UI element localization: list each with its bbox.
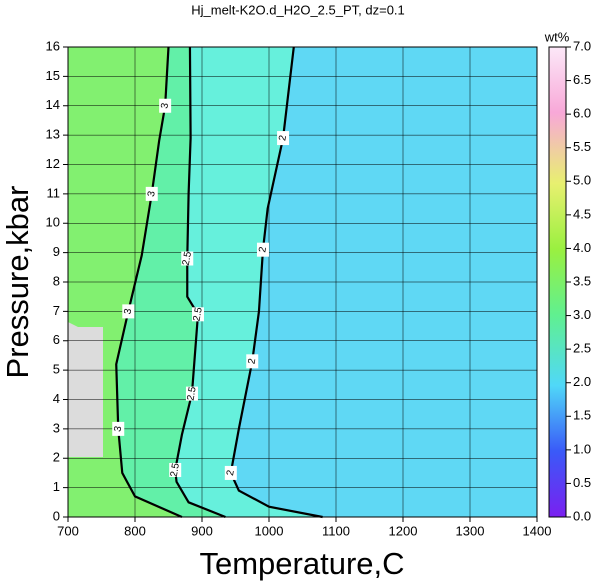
x-axis-label: Temperature,C: [199, 546, 404, 581]
contour-label: 2: [246, 357, 258, 365]
colorbar-tick-label: 4.0: [573, 240, 591, 255]
contour-label: 2: [277, 134, 289, 142]
colorbar-tick-label: 1.5: [573, 408, 591, 423]
colorbar-tick-label: 2.0: [573, 374, 591, 389]
contour-label: 2: [225, 469, 237, 477]
contour-label: 3: [146, 190, 158, 198]
x-tick-label: 1300: [456, 523, 485, 538]
y-tick-label: 4: [53, 391, 60, 406]
x-tick-label: 1000: [255, 523, 284, 538]
y-tick-label: 16: [46, 38, 60, 53]
y-tick-label: 9: [53, 244, 60, 259]
colorbar-tick-label: 0.0: [573, 508, 591, 523]
x-tick-label: 1200: [389, 523, 418, 538]
y-tick-label: 6: [53, 332, 60, 347]
chart-title: Hj_melt-K2O.d_H2O_2.5_PT, dz=0.1: [191, 2, 405, 17]
y-tick-label: 7: [53, 303, 60, 318]
contour-label-bg: [224, 465, 237, 480]
contour-label: 2.5: [181, 250, 194, 266]
contour-label: 2.5: [191, 306, 204, 322]
contour-label: 3: [123, 307, 135, 315]
colorbar-tick-label: 5.5: [573, 139, 591, 154]
contour-label: 3: [159, 102, 171, 110]
x-tick-label: 700: [57, 523, 79, 538]
y-tick-label: 5: [53, 362, 60, 377]
y-tick-label: 2: [53, 450, 60, 465]
y-tick-label: 8: [53, 273, 60, 288]
colorbar-tick-label: 2.5: [573, 341, 591, 356]
contour-label-bg: [112, 421, 125, 436]
contour-label: 3: [112, 425, 124, 433]
contour-label-bg: [181, 251, 194, 266]
contours: 2 2 2 2 2.5 2.5 2.5 2.5 3 3 3 3: [112, 46, 323, 519]
colorbar-tick-label: 5.0: [573, 173, 591, 188]
contour-line: [174, 46, 226, 519]
y-tick-label: 11: [47, 185, 61, 200]
y-axis-label: Pressure,kbar: [0, 186, 35, 379]
y-tick-label: 13: [46, 127, 60, 142]
contour-label-bg: [169, 463, 182, 477]
contour-label: 2: [257, 246, 269, 254]
contour-label-bg: [246, 354, 259, 369]
colorbar-tick-label: 3.5: [573, 273, 591, 288]
x-tick-label: 1400: [523, 523, 552, 538]
y-tick-label: 15: [46, 68, 60, 83]
colorbar-tick-label: 0.5: [573, 475, 591, 490]
contour-label-bg: [185, 386, 198, 401]
colorbar-tick-label: 1.0: [573, 441, 591, 456]
y-tick-label: 10: [46, 215, 60, 230]
colorbar: [548, 46, 567, 518]
y-tick-label: 1: [53, 479, 60, 494]
contour-label-bg: [191, 307, 204, 322]
y-tick-label: 14: [46, 97, 60, 112]
contour-label-bg: [159, 98, 172, 113]
colorbar-tick-label: 6.5: [573, 72, 591, 87]
contour-label-bg: [277, 131, 290, 146]
y-tick-label: 0: [53, 508, 60, 523]
contour-label: 2.5: [169, 462, 182, 478]
contour-label-bg: [145, 186, 158, 201]
x-tick-label: 800: [124, 523, 146, 538]
colorbar-tick-label: 3.0: [573, 307, 591, 322]
contour-label-bg: [256, 242, 269, 257]
colorbar-label: wt%: [544, 29, 570, 44]
contour-label: 2.5: [185, 385, 198, 401]
colorbar-tick-label: 6.0: [573, 106, 591, 121]
colorbar-tick-label: 7.0: [573, 38, 591, 53]
contour-label-bg: [122, 304, 135, 319]
colorbar-tick-label: 4.5: [573, 206, 591, 221]
y-tick-label: 3: [53, 420, 60, 435]
x-tick-label: 900: [191, 523, 213, 538]
no-data-region: [68, 322, 103, 457]
y-tick-label: 12: [46, 156, 60, 171]
x-tick-label: 1100: [322, 523, 350, 538]
